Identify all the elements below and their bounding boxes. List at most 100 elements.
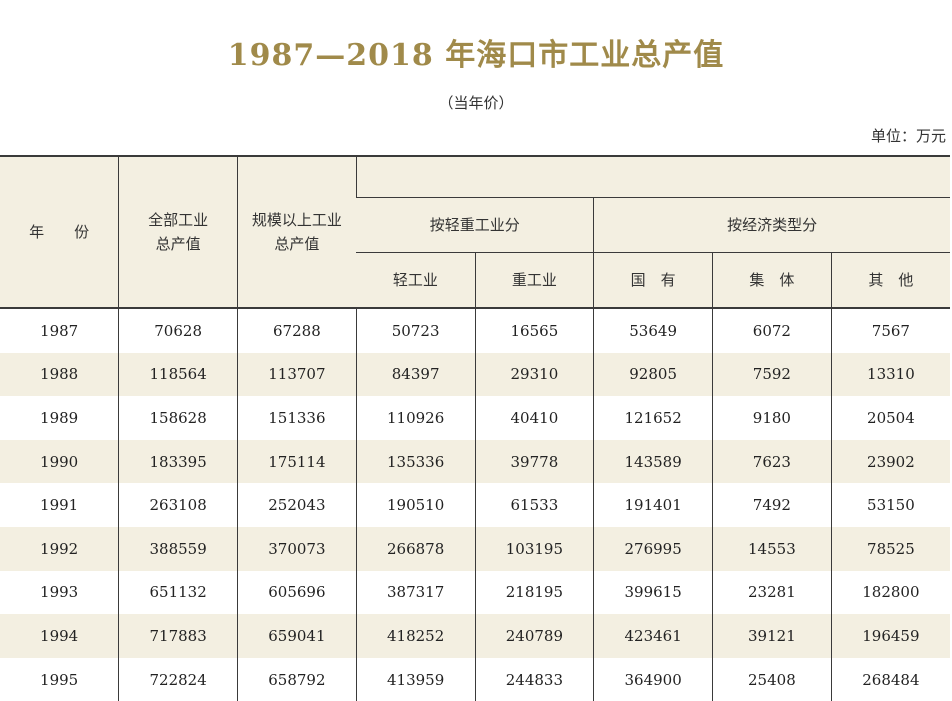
cell-year: 1993 — [0, 570, 119, 615]
header-top-blank — [355, 156, 951, 198]
cell-year: 1988 — [0, 352, 119, 397]
cell-total: 158628 — [118, 396, 238, 440]
cell-other: 20504 — [830, 396, 951, 440]
cell-other: 23902 — [830, 439, 951, 484]
table-row: 1991 263108 252043 190510 61533 191401 7… — [0, 483, 951, 527]
cell-collective: 23281 — [712, 570, 832, 615]
cell-state: 191401 — [593, 483, 713, 527]
cell-year: 1992 — [0, 526, 119, 571]
cell-state: 121652 — [593, 396, 713, 440]
cell-state: 276995 — [593, 526, 713, 571]
table-row: 1990 183395 175114 135336 39778 143589 7… — [0, 439, 951, 484]
cell-light: 387317 — [355, 570, 475, 615]
table-row: 1995 722824 658792 413959 244833 364900 … — [0, 657, 951, 701]
header-state-owned: 国 有 — [593, 252, 713, 309]
cell-heavy: 40410 — [474, 396, 594, 440]
header-year: 年 份 — [0, 156, 119, 309]
cell-heavy: 29310 — [474, 352, 594, 397]
table-header: 年 份 全部工业 总产值 规模以上工业 总产值 按轻重工业分 按经济类型分 轻工… — [0, 156, 951, 309]
cell-state: 143589 — [593, 439, 713, 484]
header-heavy-industry: 重工业 — [474, 252, 594, 309]
cell-light: 50723 — [355, 308, 475, 353]
header-total-line-2: 总产值 — [155, 235, 201, 253]
cell-above-scale: 67288 — [237, 308, 357, 353]
cell-above-scale: 252043 — [237, 483, 357, 527]
cell-light: 266878 — [355, 526, 475, 571]
cell-state: 399615 — [593, 570, 713, 615]
cell-other: 13310 — [830, 352, 951, 397]
cell-light: 84397 — [355, 352, 475, 397]
cell-state: 364900 — [593, 657, 713, 701]
cell-other: 7567 — [830, 308, 951, 353]
cell-total: 722824 — [118, 657, 238, 701]
header-by-ownership: 按经济类型分 — [593, 197, 951, 253]
cell-above-scale: 659041 — [237, 614, 357, 658]
cell-year: 1991 — [0, 483, 119, 527]
header-collective: 集 体 — [712, 252, 832, 309]
industrial-output-table: 年 份 全部工业 总产值 规模以上工业 总产值 按轻重工业分 按经济类型分 轻工… — [0, 155, 951, 701]
table-row: 1988 118564 113707 84397 29310 92805 759… — [0, 352, 951, 397]
header-total-line-1: 全部工业 — [148, 211, 209, 229]
cell-above-scale: 113707 — [237, 352, 357, 397]
cell-collective: 7492 — [712, 483, 832, 527]
cell-collective: 39121 — [712, 614, 832, 658]
cell-heavy: 16565 — [474, 308, 594, 353]
cell-state: 423461 — [593, 614, 713, 658]
table-row: 1989 158628 151336 110926 40410 121652 9… — [0, 396, 951, 440]
cell-other: 78525 — [830, 526, 951, 571]
cell-other: 53150 — [830, 483, 951, 527]
header-above-scale-line-2: 总产值 — [274, 235, 320, 253]
cell-above-scale: 175114 — [237, 439, 357, 484]
cell-total: 651132 — [118, 570, 238, 615]
cell-year: 1994 — [0, 614, 119, 658]
cell-collective: 14553 — [712, 526, 832, 571]
page-title: 1987—2018 年海口市工业总产值 — [227, 38, 725, 73]
cell-light: 418252 — [355, 614, 475, 658]
cell-year: 1995 — [0, 657, 119, 701]
cell-year: 1989 — [0, 396, 119, 440]
cell-state: 53649 — [593, 308, 713, 353]
cell-above-scale: 370073 — [237, 526, 357, 571]
header-above-scale-output: 规模以上工业 总产值 — [237, 156, 357, 309]
table-row: 1994 717883 659041 418252 240789 423461 … — [0, 614, 951, 658]
table-row: 1992 388559 370073 266878 103195 276995 … — [0, 526, 951, 571]
cell-state: 92805 — [593, 352, 713, 397]
cell-heavy: 103195 — [474, 526, 594, 571]
table-row: 1993 651132 605696 387317 218195 399615 … — [0, 570, 951, 615]
cell-total: 388559 — [118, 526, 238, 571]
cell-other: 196459 — [830, 614, 951, 658]
cell-above-scale: 658792 — [237, 657, 357, 701]
table-body: 1987 70628 67288 50723 16565 53649 6072 … — [0, 308, 951, 701]
header-other: 其 他 — [830, 252, 951, 309]
cell-heavy: 240789 — [474, 614, 594, 658]
cell-other: 268484 — [830, 657, 951, 701]
cell-above-scale: 151336 — [237, 396, 357, 440]
header-by-industry: 按轻重工业分 — [356, 197, 594, 253]
header-total-output: 全部工业 总产值 — [118, 156, 238, 309]
cell-collective: 6072 — [712, 308, 832, 353]
cell-total: 183395 — [118, 439, 238, 484]
cell-total: 717883 — [118, 614, 238, 658]
cell-collective: 9180 — [712, 396, 832, 440]
cell-heavy: 39778 — [474, 439, 594, 484]
price-basis-note: （当年价） — [438, 94, 514, 112]
cell-total: 263108 — [118, 483, 238, 527]
cell-light: 135336 — [355, 439, 475, 484]
cell-light: 110926 — [355, 396, 475, 440]
cell-collective: 7623 — [712, 439, 832, 484]
cell-heavy: 218195 — [474, 570, 594, 615]
header-above-scale-line-1: 规模以上工业 — [251, 211, 342, 229]
cell-above-scale: 605696 — [237, 570, 357, 615]
cell-collective: 25408 — [712, 657, 832, 701]
cell-other: 182800 — [830, 570, 951, 615]
table-row: 1987 70628 67288 50723 16565 53649 6072 … — [0, 308, 951, 353]
cell-heavy: 61533 — [474, 483, 594, 527]
cell-total: 118564 — [118, 352, 238, 397]
cell-year: 1987 — [0, 308, 119, 353]
cell-light: 190510 — [355, 483, 475, 527]
cell-light: 413959 — [355, 657, 475, 701]
cell-heavy: 244833 — [474, 657, 594, 701]
cell-collective: 7592 — [712, 352, 832, 397]
unit-label: 单位：万元 — [870, 127, 946, 145]
header-light-industry: 轻工业 — [356, 252, 475, 309]
